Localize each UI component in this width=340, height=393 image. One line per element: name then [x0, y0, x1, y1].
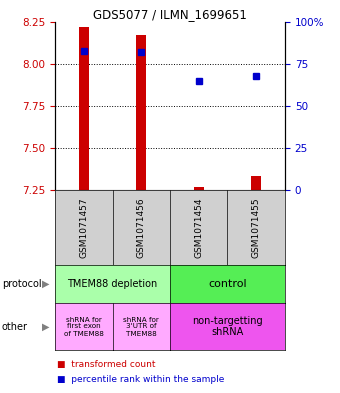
Text: shRNA for
3'UTR of
TMEM88: shRNA for 3'UTR of TMEM88 [123, 316, 159, 336]
Title: GDS5077 / ILMN_1699651: GDS5077 / ILMN_1699651 [93, 8, 247, 21]
Text: GSM1071456: GSM1071456 [137, 197, 146, 258]
Text: other: other [2, 321, 28, 332]
Text: control: control [208, 279, 247, 289]
Text: non-targetting
shRNA: non-targetting shRNA [192, 316, 263, 337]
Text: ▶: ▶ [42, 279, 50, 289]
Bar [136, 35, 147, 190]
Text: ■  percentile rank within the sample: ■ percentile rank within the sample [57, 375, 224, 384]
Text: shRNA for
first exon
of TMEM88: shRNA for first exon of TMEM88 [64, 316, 104, 336]
Text: GSM1071455: GSM1071455 [252, 197, 261, 258]
Bar [79, 27, 89, 190]
Text: ▶: ▶ [42, 321, 50, 332]
Text: GSM1071457: GSM1071457 [79, 197, 88, 258]
Bar [251, 176, 261, 190]
Bar [193, 187, 204, 190]
Text: TMEM88 depletion: TMEM88 depletion [67, 279, 158, 289]
Text: ■  transformed count: ■ transformed count [57, 360, 155, 369]
Text: GSM1071454: GSM1071454 [194, 197, 203, 258]
Text: protocol: protocol [2, 279, 41, 289]
